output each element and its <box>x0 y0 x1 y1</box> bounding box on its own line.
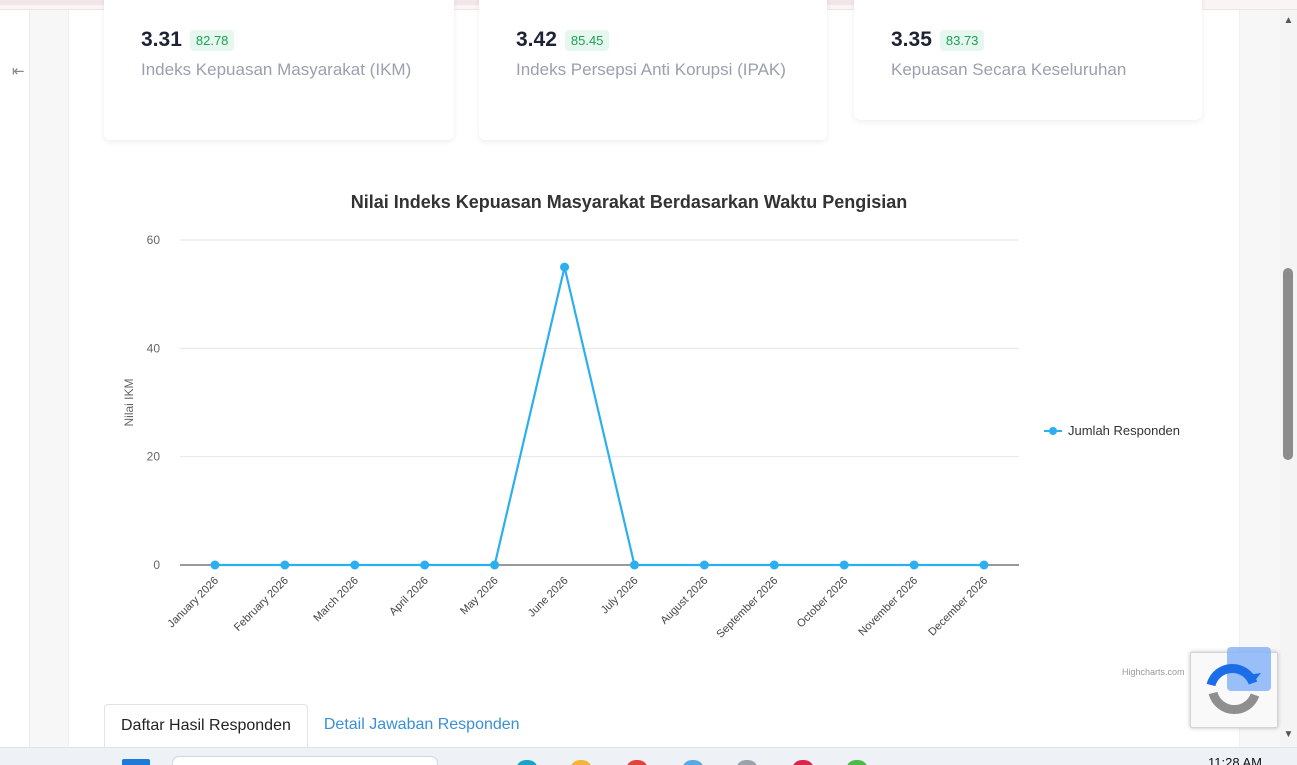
taskbar-clock: 11:28 AM <box>1208 755 1262 765</box>
stat-card-overall: 3.35 83.73 Kepuasan Secara Keseluruhan <box>854 0 1202 120</box>
x-tick-label: October 2026 <box>795 575 851 631</box>
os-taskbar: 11:28 AM <box>0 747 1297 765</box>
y-tick-label: 20 <box>147 450 161 464</box>
x-tick-label: November 2026 <box>856 575 920 639</box>
stat-card-ipak: 3.42 85.45 Indeks Persepsi Anti Korupsi … <box>479 0 827 140</box>
x-tick-label: January 2026 <box>165 575 221 631</box>
y-tick-label: 60 <box>147 233 161 247</box>
data-point[interactable] <box>699 560 709 570</box>
x-tick-label: August 2026 <box>658 575 710 627</box>
legend-item[interactable]: Jumlah Responden <box>1044 423 1180 438</box>
x-tick-label: February 2026 <box>232 575 291 634</box>
data-point[interactable] <box>490 560 500 570</box>
taskbar-edge-icon[interactable] <box>516 760 538 765</box>
taskbar-chrome-icon[interactable] <box>626 760 648 765</box>
data-point[interactable] <box>420 560 430 570</box>
x-tick-label: June 2026 <box>526 575 571 620</box>
taskbar-folder-icon[interactable] <box>570 760 592 765</box>
left-rail: ⇤ <box>0 10 30 747</box>
x-tick-label: April 2026 <box>387 575 431 619</box>
y-axis-title: Nilai IKM <box>122 378 136 426</box>
ikm-line-chart: 0 20 40 60 Nilai IKM January 2026 February 202… <box>104 180 1204 680</box>
legend-series-marker <box>1044 426 1062 436</box>
vertical-scrollbar[interactable]: ▲ ▼ <box>1280 10 1297 747</box>
recaptcha-badge[interactable] <box>1190 647 1278 728</box>
stat-label: Indeks Persepsi Anti Korupsi (IPAK) <box>516 60 786 79</box>
taskbar-app-icon[interactable] <box>682 760 704 765</box>
chart-canvas: 0 20 40 60 Nilai IKM January 2026 February 202… <box>122 233 1019 641</box>
stat-top: 3.31 82.78 <box>141 28 235 52</box>
chart-title: Nilai Indeks Kepuasan Masyarakat Berdasa… <box>350 192 908 212</box>
stat-label: Kepuasan Secara Keseluruhan <box>891 60 1127 79</box>
stat-label: Indeks Kepuasan Masyarakat (IKM) <box>141 60 412 79</box>
series-line <box>214 266 985 567</box>
taskbar-app-icon[interactable] <box>792 760 814 765</box>
scroll-up-icon[interactable]: ▲ <box>1283 15 1294 26</box>
data-point[interactable] <box>979 560 989 570</box>
stat-percent-badge: 85.45 <box>564 29 610 51</box>
windows-start-icon[interactable] <box>122 759 150 765</box>
taskbar-search-input[interactable] <box>172 756 438 765</box>
data-point[interactable] <box>280 560 290 570</box>
stat-value: 3.42 <box>516 28 557 51</box>
chart-credits[interactable]: Highcharts.com <box>1122 667 1185 677</box>
y-tick-label: 40 <box>147 341 161 355</box>
stat-top: 3.35 83.73 <box>891 28 985 52</box>
tab-daftar-hasil-responden[interactable]: Daftar Hasil Responden <box>104 704 308 747</box>
recaptcha-icon <box>1206 663 1261 715</box>
data-point[interactable] <box>909 560 919 570</box>
stat-percent-badge: 83.73 <box>939 29 985 51</box>
stat-percent-badge: 82.78 <box>189 29 235 51</box>
stat-value: 3.35 <box>891 28 932 51</box>
tab-detail-jawaban-responden[interactable]: Detail Jawaban Responden <box>323 716 520 733</box>
data-point[interactable] <box>839 560 849 570</box>
data-point[interactable] <box>560 262 570 272</box>
stat-value: 3.31 <box>141 28 182 51</box>
data-point[interactable] <box>629 560 639 570</box>
data-point[interactable] <box>350 560 360 570</box>
taskbar-app-icon[interactable] <box>846 760 868 765</box>
x-tick-label: July 2026 <box>599 575 641 617</box>
x-tick-label: December 2026 <box>926 575 990 639</box>
collapse-left-icon[interactable]: ⇤ <box>12 63 25 80</box>
scroll-down-icon[interactable]: ▼ <box>1283 729 1294 740</box>
scroll-thumb[interactable] <box>1283 268 1293 460</box>
x-tick-label: March 2026 <box>311 575 361 625</box>
stat-top: 3.42 85.45 <box>516 28 610 52</box>
x-tick-label: May 2026 <box>458 575 501 618</box>
legend-label: Jumlah Responden <box>1068 423 1181 438</box>
result-tabs: Daftar Hasil Responden Detail Jawaban Re… <box>104 704 536 747</box>
y-tick-label: 0 <box>153 558 160 572</box>
stat-card-ikm: 3.31 82.78 Indeks Kepuasan Masyarakat (I… <box>104 0 454 140</box>
taskbar-app-icon[interactable] <box>736 760 758 765</box>
data-point[interactable] <box>210 560 220 570</box>
x-tick-label: September 2026 <box>714 575 780 641</box>
data-point[interactable] <box>769 560 779 570</box>
